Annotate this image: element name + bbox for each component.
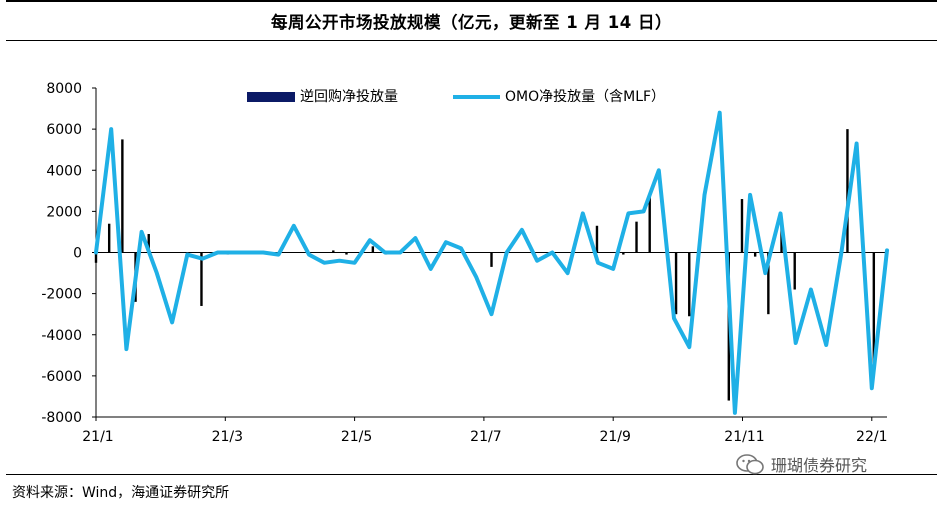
bar-mark	[332, 250, 335, 253]
legend-bar-label: 逆回购净投放量	[300, 89, 398, 105]
x-tick-label: 21/9	[599, 429, 630, 445]
watermark-text: 珊瑚债券研究	[771, 456, 868, 475]
bar-mark	[635, 221, 638, 253]
bar-mark	[674, 252, 678, 315]
bar-mark	[846, 129, 849, 253]
bar-mark	[147, 233, 150, 253]
bar-mark	[107, 223, 111, 253]
x-tick-label: 22/1	[856, 429, 887, 445]
bar-mark	[371, 246, 375, 253]
bar-mark	[345, 252, 348, 255]
legend-bar-swatch	[247, 92, 295, 102]
chart-area: 8000 6000 4000 2000 0 -2000 -4000 -6000 -8000 21/…	[0, 40, 943, 470]
bar-mark	[793, 252, 796, 290]
bar-mark	[622, 252, 625, 255]
bar-mark	[688, 252, 691, 317]
chart-svg: 80006000400020000-2000-4000-6000-800021/…	[41, 81, 889, 445]
bar-mark	[94, 252, 98, 263]
bar-mark	[767, 252, 770, 315]
bar-mark	[490, 252, 493, 267]
y-tick-label: -8000	[41, 410, 82, 426]
x-tick-label: 21/3	[212, 429, 243, 445]
y-tick-label: -2000	[41, 287, 82, 303]
bar-mark	[753, 252, 757, 257]
wechat-icon	[736, 454, 764, 475]
watermark: 珊瑚债券研究	[735, 452, 867, 476]
chart-title: 每周公开市场投放规模（亿元，更新至 1 月 14 日）	[271, 13, 672, 32]
title-bar: 每周公开市场投放规模（亿元，更新至 1 月 14 日）	[6, 0, 937, 41]
y-tick-label: 4000	[46, 163, 82, 179]
y-tick-label: 2000	[46, 204, 82, 220]
y-tick-label: -6000	[41, 369, 82, 385]
bar-mark	[740, 199, 744, 253]
x-tick-label: 21/7	[470, 429, 501, 445]
legend-line-label: OMO净投放量（含MLF）	[505, 89, 665, 105]
y-tick-label: -4000	[41, 328, 82, 344]
x-tick-label: 21/11	[724, 429, 764, 445]
bar-mark	[121, 139, 124, 253]
bar-mark	[200, 252, 203, 306]
omo-line	[94, 110, 889, 415]
x-tick-label: 21/1	[82, 429, 113, 445]
y-tick-label: 8000	[46, 81, 82, 97]
bar-mark	[595, 225, 599, 253]
y-tick-label: 6000	[46, 122, 82, 138]
source-note: 资料来源：Wind，海通证券研究所	[12, 485, 230, 501]
x-tick-label: 21/5	[341, 429, 372, 445]
legend: 逆回购净投放量 OMO净投放量（含MLF）	[247, 89, 665, 105]
y-tick-label: 0	[73, 246, 82, 262]
bar-mark	[872, 252, 876, 366]
bar-mark	[648, 196, 651, 253]
bottom-rule	[6, 474, 937, 475]
